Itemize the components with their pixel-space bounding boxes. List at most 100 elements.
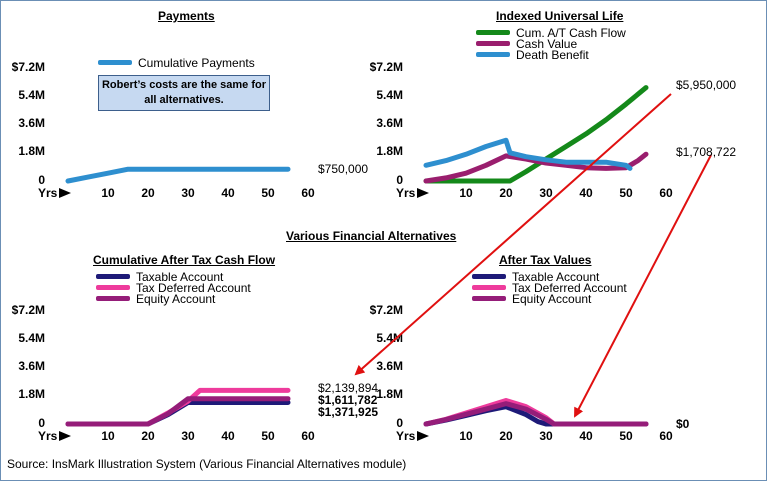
chart-title-iul: Indexed Universal Life [496, 9, 624, 23]
chart-title-payments: Payments [158, 9, 215, 23]
x-tick-label-cumulative-at-cash-flow: 10 [101, 429, 115, 443]
legend-label: Cum. A/T Cash Flow [516, 25, 626, 40]
x-tick-label-after-tax-values: 60 [659, 429, 673, 443]
y-tick-label-payments: 3.6M [18, 116, 45, 130]
legend-iul: Cum. A/T Cash Flow Cash Value Death Benefi… [476, 25, 626, 62]
y-tick-label-iul: $7.2M [369, 60, 403, 74]
legend-label: Death Benefit [516, 47, 589, 62]
legend-item: Cumulative Payments [98, 55, 255, 70]
y-tick-label-cumulative-at-cash-flow: 1.8M [18, 387, 45, 401]
x-tick-label-iul: 20 [499, 186, 513, 200]
legend-label: Taxable Account [512, 269, 600, 284]
legend-swatch [476, 52, 510, 57]
source-note: Source: InsMark Illustration System (Var… [7, 457, 407, 471]
legend-swatch [96, 285, 130, 290]
x-tick-label-after-tax-values: 30 [539, 429, 553, 443]
legend-payments: Cumulative Payments [98, 55, 255, 70]
callout-arrow-death-benefit [354, 93, 672, 376]
x-tick-label-cumulative-at-cash-flow: 50 [261, 429, 275, 443]
x-tick-label-iul: 50 [619, 186, 633, 200]
note-box: Robert’s costs are the same for all alte… [98, 75, 270, 111]
legend-swatch [96, 274, 130, 279]
legend-label: Cumulative Payments [138, 55, 255, 70]
x-tick-label-iul: 40 [579, 186, 593, 200]
x-tick-label-payments: 10 [101, 186, 115, 200]
x-tick-label-payments: 20 [141, 186, 155, 200]
end-label-payments: $750,000 [318, 162, 369, 176]
x-tick-label-cumulative-at-cash-flow: 60 [301, 429, 315, 443]
series-line-iul-2 [423, 137, 633, 171]
legend-swatch [98, 60, 132, 65]
y-tick-label-after-tax-values: 0 [396, 416, 403, 430]
x-axis-label-iul: Yrs [396, 186, 430, 200]
y-tick-label-after-tax-values: $7.2M [369, 303, 403, 317]
x-tick-label-cumulative-at-cash-flow: 40 [221, 429, 235, 443]
chart-title-cumulative-at-cash-flow: Cumulative After Tax Cash Flow [93, 253, 276, 267]
x-axis-label-payments: Yrs [38, 186, 72, 200]
end-label-tax-deferred: $2,139,894 [318, 381, 379, 395]
legend-after-tax-values: Taxable Account Tax Deferred Account Equit… [472, 269, 627, 306]
x-tick-label-after-tax-values: 10 [459, 429, 473, 443]
callout-death-benefit-value: $5,950,000 [676, 78, 737, 92]
y-tick-label-iul: 5.4M [376, 88, 403, 102]
chart-title-after-tax-values: After Tax Values [499, 253, 592, 267]
y-tick-label-after-tax-values: 3.6M [376, 359, 403, 373]
x-tick-label-iul: 60 [659, 186, 673, 200]
play-arrow-icon [59, 431, 72, 441]
section-title: Various Financial Alternatives [286, 229, 457, 243]
x-tick-label-iul: 10 [459, 186, 473, 200]
y-tick-label-iul: 3.6M [376, 116, 403, 130]
callout-cash-value-value: $1,708,722 [676, 145, 737, 159]
play-arrow-icon [59, 188, 72, 198]
legend-item: Taxable Account [472, 269, 627, 284]
end-label-after-tax-zero: $0 [676, 417, 690, 431]
x-tick-label-cumulative-at-cash-flow: 30 [181, 429, 195, 443]
x-tick-label-after-tax-values: 40 [579, 429, 593, 443]
x-axis-label-cumulative-at-cash-flow: Yrs [38, 429, 72, 443]
x-tick-label-payments: 60 [301, 186, 315, 200]
y-tick-label-payments: 0 [38, 173, 45, 187]
legend-label: Taxable Account [136, 269, 224, 284]
legend-label: Cash Value [516, 36, 578, 51]
y-tick-label-after-tax-values: 1.8M [376, 387, 403, 401]
y-tick-label-cumulative-at-cash-flow: 5.4M [18, 331, 45, 345]
x-tick-label-payments: 40 [221, 186, 235, 200]
end-label-equity: $1,611,782 [318, 393, 378, 407]
legend-swatch [476, 30, 510, 35]
callout-arrow-cash-value [574, 154, 712, 418]
legend-item: Tax Deferred Account [472, 281, 627, 295]
legend-label: Equity Account [512, 291, 592, 306]
y-tick-label-payments: 1.8M [18, 144, 45, 158]
series-line-iul-0 [423, 85, 649, 184]
legend-swatch [472, 296, 506, 301]
series-line-after-tax-values-2 [423, 401, 649, 427]
y-tick-label-cumulative-at-cash-flow: $7.2M [11, 303, 45, 317]
legend-swatch [472, 274, 506, 279]
legend-label: Equity Account [136, 291, 216, 306]
series-line-payments-0 [65, 166, 291, 184]
x-tick-label-after-tax-values: 20 [499, 429, 513, 443]
x-tick-label-iul: 30 [539, 186, 553, 200]
y-tick-label-iul: 0 [396, 173, 403, 187]
legend-cumulative-at-cash-flow: Taxable Account Tax Deferred Account Equit… [96, 269, 251, 306]
legend-item: Cash Value [476, 36, 626, 51]
y-tick-label-cumulative-at-cash-flow: 0 [38, 416, 45, 430]
legend-item: Taxable Account [96, 269, 251, 284]
x-axis-label-after-tax-values: Yrs [396, 429, 430, 443]
y-tick-label-payments: 5.4M [18, 88, 45, 102]
x-tick-label-payments: 30 [181, 186, 195, 200]
legend-swatch [96, 296, 130, 301]
y-tick-label-iul: 1.8M [376, 144, 403, 158]
play-arrow-icon [417, 188, 430, 198]
y-tick-label-after-tax-values: 5.4M [376, 331, 403, 345]
series-line-cumulative-at-cash-flow-2 [65, 396, 291, 427]
y-tick-label-payments: $7.2M [11, 60, 45, 74]
legend-swatch [472, 285, 506, 290]
legend-item: Cum. A/T Cash Flow [476, 25, 626, 40]
legend-item: Equity Account [96, 291, 251, 306]
legend-item: Death Benefit [476, 47, 626, 62]
legend-swatch [476, 41, 510, 46]
x-tick-label-payments: 50 [261, 186, 275, 200]
